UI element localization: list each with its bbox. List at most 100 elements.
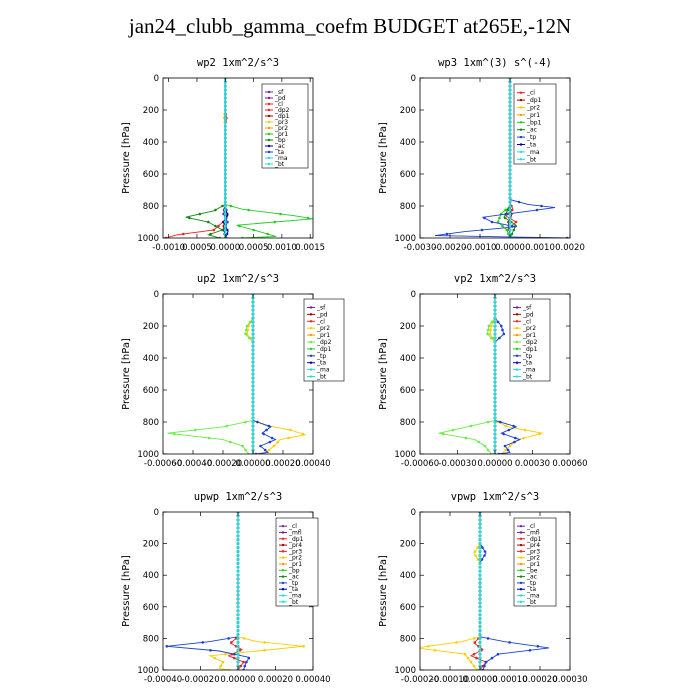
data-point bbox=[445, 232, 449, 236]
data-point bbox=[233, 656, 236, 660]
data-point bbox=[251, 372, 255, 376]
data-point bbox=[236, 581, 240, 585]
data-point bbox=[224, 156, 227, 160]
data-point bbox=[243, 637, 246, 640]
data-point bbox=[478, 652, 482, 656]
data-point bbox=[236, 554, 240, 557]
data-point bbox=[221, 204, 224, 208]
x-tick-label: 0.00040 bbox=[295, 675, 330, 685]
legend-marker bbox=[519, 531, 523, 534]
series-line-pr2 bbox=[420, 512, 481, 670]
data-point bbox=[229, 204, 233, 208]
legend-marker bbox=[519, 537, 523, 540]
data-point bbox=[478, 617, 482, 620]
legend-marker bbox=[515, 375, 519, 378]
data-point bbox=[236, 625, 240, 628]
data-point bbox=[251, 424, 255, 428]
series-markers-bt bbox=[236, 512, 240, 670]
data-point bbox=[224, 184, 227, 188]
legend-entry: _be bbox=[526, 567, 538, 574]
legend-entry: _ma bbox=[526, 149, 540, 156]
data-point bbox=[508, 204, 512, 208]
legend-marker bbox=[309, 313, 313, 316]
data-point bbox=[502, 432, 505, 436]
data-point bbox=[508, 168, 512, 172]
data-point bbox=[251, 400, 255, 404]
data-point bbox=[493, 436, 497, 440]
data-point bbox=[493, 344, 497, 348]
x-tick-label: 0.0020 bbox=[555, 243, 585, 253]
y-tick-label: 1000 bbox=[137, 666, 159, 676]
y-tick-label: 800 bbox=[400, 202, 416, 212]
data-point bbox=[224, 104, 227, 108]
legend-marker bbox=[519, 158, 523, 161]
legend-entry: _pr2 bbox=[288, 555, 302, 562]
legend-marker bbox=[267, 144, 271, 148]
legend-entry: _dp1 bbox=[526, 536, 542, 543]
data-point bbox=[508, 112, 512, 116]
data-point bbox=[508, 224, 512, 228]
data-point bbox=[224, 120, 227, 124]
data-point bbox=[224, 124, 227, 128]
series-markers-tp bbox=[251, 294, 274, 454]
data-point bbox=[287, 436, 290, 440]
data-point bbox=[493, 356, 497, 360]
plot-area bbox=[434, 78, 569, 238]
data-point bbox=[236, 637, 240, 640]
data-point bbox=[236, 538, 240, 541]
data-point bbox=[478, 577, 482, 581]
data-point bbox=[266, 232, 270, 236]
data-point bbox=[486, 420, 490, 424]
data-point bbox=[198, 212, 202, 216]
series-markers-bt bbox=[224, 78, 227, 238]
legend-marker bbox=[309, 333, 313, 337]
data-point bbox=[236, 629, 240, 632]
data-point bbox=[478, 566, 482, 569]
data-point bbox=[493, 372, 497, 376]
data-point bbox=[251, 324, 255, 328]
legend-entry: _bt bbox=[316, 374, 327, 381]
legend-entry: _pr3 bbox=[274, 119, 288, 126]
data-point bbox=[493, 364, 497, 368]
data-point bbox=[486, 637, 490, 640]
y-tick-label: 0 bbox=[154, 290, 159, 300]
x-tick-label: 0.00010 bbox=[492, 675, 527, 685]
data-point bbox=[490, 324, 493, 328]
panel-5: upwp 1xm^2/s^3 Pressure [hPa] 0 200 400 600 80… bbox=[121, 491, 331, 685]
data-point bbox=[504, 208, 507, 212]
x-tick-label: 0.00060 bbox=[552, 459, 587, 469]
data-point bbox=[247, 656, 251, 660]
data-point bbox=[226, 228, 229, 232]
data-point bbox=[508, 212, 512, 216]
data-point bbox=[252, 228, 255, 232]
data-point bbox=[224, 148, 227, 152]
legend-entry: _ta bbox=[274, 149, 284, 156]
legend-entry: _bt bbox=[526, 156, 537, 163]
legend-marker bbox=[281, 594, 285, 597]
data-point bbox=[493, 428, 497, 432]
legend-marker bbox=[519, 543, 523, 547]
data-point bbox=[496, 652, 500, 656]
data-point bbox=[224, 196, 227, 200]
y-tick-label: 1000 bbox=[137, 450, 159, 460]
x-tick-label: -0.00060 bbox=[144, 459, 182, 469]
data-point bbox=[251, 380, 255, 384]
legend-entry: _dp2 bbox=[316, 339, 332, 346]
data-point bbox=[427, 645, 430, 648]
data-point bbox=[475, 656, 478, 660]
series-markers-pr2 bbox=[427, 512, 482, 670]
data-point bbox=[236, 526, 240, 530]
series-line-tp bbox=[494, 294, 522, 454]
x-tick-label: 0.00000 bbox=[477, 459, 512, 469]
data-point bbox=[224, 208, 227, 212]
data-point bbox=[224, 132, 227, 136]
legend-marker bbox=[267, 108, 271, 112]
y-tick-label: 400 bbox=[400, 354, 416, 364]
data-point bbox=[236, 605, 240, 609]
data-point bbox=[508, 92, 512, 96]
data-point bbox=[229, 440, 232, 444]
data-point bbox=[478, 613, 482, 616]
data-point bbox=[508, 208, 512, 212]
data-point bbox=[263, 649, 266, 652]
data-point bbox=[236, 633, 240, 636]
